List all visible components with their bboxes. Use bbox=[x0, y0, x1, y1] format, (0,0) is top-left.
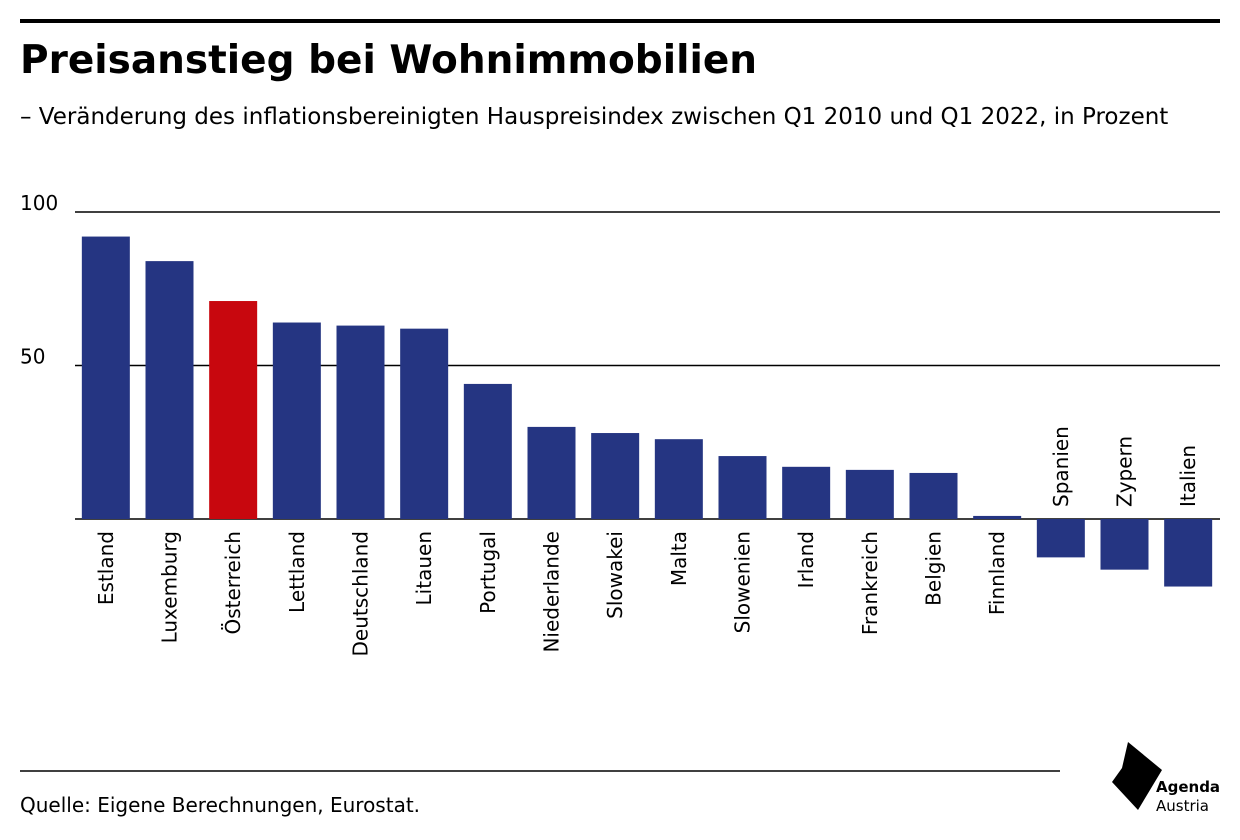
logo-mark bbox=[1112, 742, 1162, 810]
x-tick-label: Zypern bbox=[1113, 436, 1137, 507]
x-tick-label: Luxemburg bbox=[158, 531, 182, 643]
y-tick-label: 100 bbox=[20, 191, 58, 215]
bar bbox=[400, 328, 449, 519]
x-tick-label: Slowenien bbox=[731, 531, 755, 633]
bar bbox=[1164, 519, 1213, 587]
logo-text: Austria bbox=[1156, 797, 1209, 815]
x-tick-label: Niederlande bbox=[540, 531, 564, 653]
bar bbox=[654, 439, 703, 519]
bar bbox=[272, 322, 321, 519]
x-tick-label: Belgien bbox=[922, 531, 946, 606]
logo-text: Agenda bbox=[1156, 778, 1220, 796]
bar bbox=[718, 456, 767, 519]
x-tick-label: Malta bbox=[667, 531, 691, 586]
x-tick-label: Frankreich bbox=[858, 531, 882, 635]
bar bbox=[1100, 519, 1149, 570]
bar bbox=[81, 236, 130, 519]
bar bbox=[591, 433, 640, 519]
bar bbox=[463, 383, 512, 519]
source: Quelle: Eigene Berechnungen, Eurostat. bbox=[20, 793, 420, 817]
bar bbox=[209, 301, 258, 519]
bar bbox=[973, 515, 1022, 519]
x-tick-label: Italien bbox=[1176, 445, 1200, 507]
x-tick-label: Lettland bbox=[285, 531, 309, 613]
bar bbox=[1036, 519, 1085, 558]
bar bbox=[145, 261, 194, 519]
bar bbox=[336, 325, 385, 519]
x-tick-label: Deutschland bbox=[349, 531, 373, 657]
bar bbox=[527, 426, 576, 519]
x-tick-label: Österreich bbox=[221, 531, 245, 635]
x-tick-label: Spanien bbox=[1049, 426, 1073, 507]
y-tick-label: 50 bbox=[20, 345, 45, 369]
x-tick-label: Litauen bbox=[412, 531, 436, 605]
bar bbox=[845, 469, 894, 519]
x-tick-label: Finnland bbox=[985, 531, 1009, 615]
bar bbox=[782, 466, 831, 519]
bar bbox=[909, 472, 958, 519]
x-tick-label: Portugal bbox=[476, 531, 500, 614]
x-tick-label: Irland bbox=[794, 531, 818, 588]
x-tick-label: Slowakei bbox=[603, 531, 627, 619]
chart-title: Preisanstieg bei Wohnimmobilien bbox=[20, 38, 758, 83]
x-tick-label: Estland bbox=[94, 531, 118, 605]
chart-subtitle: – Veränderung des inflationsbereinigten … bbox=[20, 104, 1169, 130]
